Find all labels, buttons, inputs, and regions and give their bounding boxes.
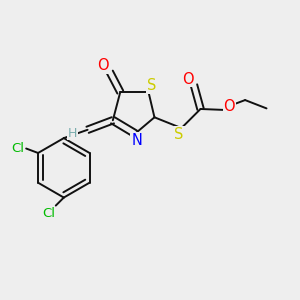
Text: O: O: [224, 99, 235, 114]
Text: Cl: Cl: [42, 207, 56, 220]
Text: S: S: [174, 127, 184, 142]
Text: Cl: Cl: [11, 142, 24, 155]
Text: O: O: [182, 72, 193, 87]
Text: N: N: [131, 133, 142, 148]
Text: H: H: [68, 127, 77, 140]
Text: O: O: [98, 58, 109, 73]
Text: S: S: [147, 78, 156, 93]
